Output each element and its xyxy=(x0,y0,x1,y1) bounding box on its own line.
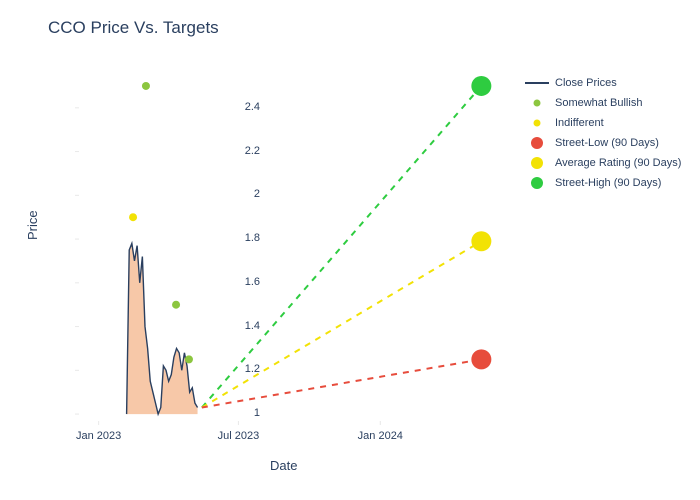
x-axis-label: Date xyxy=(270,458,297,473)
y-tick-label: 1.8 xyxy=(220,232,260,244)
x-tick-label: Jan 2023 xyxy=(76,430,121,442)
y-tick-label: 1 xyxy=(220,407,260,419)
y-tick-label: 1.4 xyxy=(220,320,260,332)
legend-marker xyxy=(525,176,549,190)
legend-item: Street-Low (90 Days) xyxy=(525,135,681,151)
legend-label: Somewhat Bullish xyxy=(555,97,642,109)
legend-label: Indifferent xyxy=(555,117,604,129)
legend-label: Average Rating (90 Days) xyxy=(555,157,681,169)
legend-item: Indifferent xyxy=(525,115,681,131)
legend-label: Close Prices xyxy=(555,77,617,89)
bullish-point xyxy=(142,82,150,90)
y-tick-label: 2 xyxy=(220,188,260,200)
legend-marker xyxy=(525,77,549,89)
legend-label: Street-Low (90 Days) xyxy=(555,137,659,149)
y-tick-label: 2.4 xyxy=(220,101,260,113)
legend-marker xyxy=(525,117,549,129)
price-targets-chart: CCO Price Vs. Targets Price Date 1 1.2 1.4… xyxy=(0,0,700,500)
x-tick-label: Jan 2024 xyxy=(358,430,403,442)
y-tick-label: 1.6 xyxy=(220,276,260,288)
target-avg-marker xyxy=(471,231,491,251)
legend-marker xyxy=(525,156,549,170)
legend-item: Average Rating (90 Days) xyxy=(525,155,681,171)
legend-item: Street-High (90 Days) xyxy=(525,175,681,191)
legend-marker xyxy=(525,97,549,109)
x-tick-label: Jul 2023 xyxy=(218,430,260,442)
legend-marker xyxy=(525,136,549,150)
plot-svg xyxy=(75,75,505,425)
y-axis-label: Price xyxy=(25,210,40,240)
bullish-point xyxy=(185,355,193,363)
legend-item: Somewhat Bullish xyxy=(525,95,681,111)
legend-label: Street-High (90 Days) xyxy=(555,177,661,189)
y-tick-label: 1.2 xyxy=(220,363,260,375)
target-high-marker xyxy=(471,76,491,96)
target-low-marker xyxy=(471,349,491,369)
y-tick-label: 2.2 xyxy=(220,145,260,157)
chart-title: CCO Price Vs. Targets xyxy=(48,18,219,38)
bullish-point xyxy=(172,301,180,309)
indifferent-point xyxy=(129,213,137,221)
legend-item: Close Prices xyxy=(525,75,681,91)
legend: Close Prices Somewhat Bullish Indifferent S… xyxy=(525,75,681,195)
target-high-line xyxy=(202,86,482,408)
plot-area xyxy=(75,75,505,425)
